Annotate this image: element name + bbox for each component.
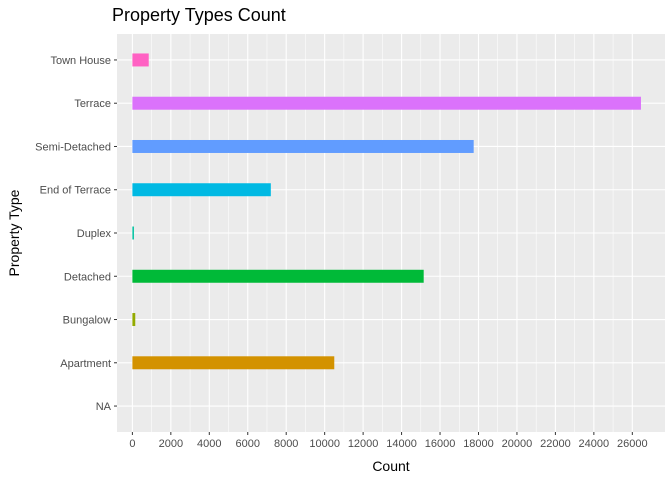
y-tick-label: Semi-Detached [35,141,111,153]
bar-apartment [132,356,335,370]
chart-title: Property Types Count [112,5,286,25]
bar-semi-detached [132,139,474,153]
y-tick-label: Duplex [77,228,112,240]
x-tick-label: 0 [129,438,135,450]
y-tick-label: Apartment [60,358,111,370]
y-tick-label: Terrace [74,98,111,110]
bar-detached [132,269,424,283]
y-tick-label: Bungalow [63,315,111,327]
x-tick-label: 26000 [617,438,648,450]
y-tick-label: End of Terrace [40,185,111,197]
x-tick-label: 20000 [502,438,533,450]
bar-town-house [132,53,149,67]
y-tick-label: Detached [64,271,111,283]
bars [132,53,641,370]
x-tick-label: 24000 [579,438,610,450]
bar-terrace [132,96,641,110]
bar-end-of-terrace [132,183,271,197]
bar-bungalow [132,313,136,327]
x-tick-label: 8000 [274,438,298,450]
bar-duplex [132,226,134,240]
x-tick-label: 4000 [197,438,221,450]
x-axis-title: Count [372,458,409,474]
x-tick-label: 16000 [425,438,456,450]
x-tick-label: 2000 [159,438,183,450]
x-tick-label: 18000 [463,438,494,450]
y-axis: NA Apartment Bungalow Detached Duplex End of … [35,55,117,413]
x-tick-label: 6000 [236,438,260,450]
y-axis-title: Property Type [6,189,22,276]
x-axis: 0 2000 4000 6000 8000 10000 12000 14000 16000 180… [129,432,648,450]
x-tick-label: 22000 [540,438,571,450]
x-tick-label: 12000 [348,438,379,450]
x-tick-label: 10000 [309,438,340,450]
y-tick-label: NA [96,401,112,413]
x-tick-label: 14000 [386,438,417,450]
y-tick-label: Town House [50,55,111,67]
